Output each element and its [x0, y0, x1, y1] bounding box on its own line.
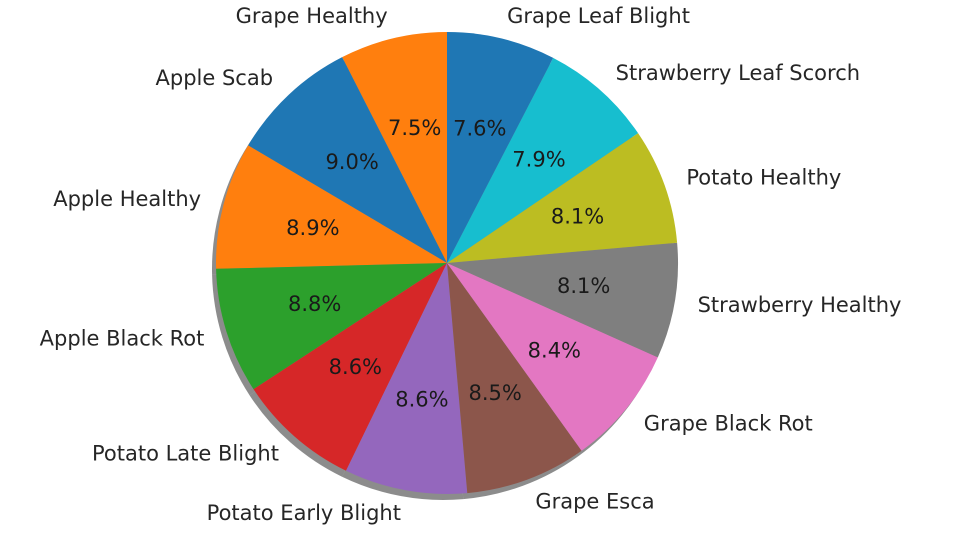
pie-slice-label-apple-healthy: Apple Healthy	[53, 187, 201, 211]
pie-percent-label-grape-esca: 8.5%	[468, 381, 521, 405]
pie-slice-apple-black-rot	[216, 263, 447, 390]
pie-slices	[215, 32, 678, 494]
pie-slice-strawberry-leaf-scorch	[447, 57, 639, 263]
pie-slice-apple-scab	[248, 57, 447, 264]
pie-percent-label-apple-black-rot: 8.8%	[288, 292, 341, 316]
pie-slice-grape-esca	[447, 263, 582, 494]
pie-slice-label-strawberry-leaf-scorch: Strawberry Leaf Scorch	[616, 61, 860, 85]
pie-slice-label-apple-scab: Apple Scab	[156, 66, 274, 90]
pie-slice-label-potato-healthy: Potato Healthy	[686, 166, 841, 190]
pie-slice-potato-healthy	[447, 133, 678, 263]
pie-slice-label-potato-late-blight: Potato Late Blight	[92, 442, 279, 466]
pie-slice-potato-late-blight	[253, 263, 447, 471]
pie-slice-label-grape-esca: Grape Esca	[535, 489, 654, 513]
pie-slice-label-strawberry-healthy: Strawberry Healthy	[698, 293, 902, 317]
pie-percent-label-strawberry-leaf-scorch: 7.9%	[512, 147, 565, 171]
pie-percent-label-potato-healthy: 8.1%	[551, 204, 604, 228]
pie-percent-labels: 7.5% 9.0% 8.9% 8.8% 8.6% 8.6% 8.5% 8.4% 8.1% 8.1%…	[286, 116, 610, 411]
pie-slice-grape-black-rot	[447, 263, 658, 451]
pie-slice-label-potato-early-blight: Potato Early Blight	[207, 501, 401, 525]
pie-slice-potato-early-blight	[346, 263, 468, 494]
pie-slice-label-grape-healthy: Grape Healthy	[236, 4, 388, 28]
pie-slice-grape-leaf-blight	[447, 32, 554, 263]
pie-slice-strawberry-healthy	[447, 242, 678, 358]
pie-slice-label-apple-black-rot: Apple Black Rot	[40, 326, 205, 350]
pie-percent-label-grape-black-rot: 8.4%	[528, 339, 581, 363]
pie-percent-label-grape-leaf-blight: 7.6%	[453, 116, 506, 140]
pie-percent-label-apple-scab: 9.0%	[325, 150, 378, 174]
pie-percent-label-potato-early-blight: 8.6%	[395, 387, 448, 411]
pie-slice-apple-healthy	[215, 145, 447, 269]
pie-slice-grape-healthy	[342, 32, 447, 263]
pie-slice-label-grape-leaf-blight: Grape Leaf Blight	[507, 4, 690, 28]
pie-percent-label-strawberry-healthy: 8.1%	[557, 274, 610, 298]
pie-slice-label-grape-black-rot: Grape Black Rot	[644, 412, 813, 436]
pie-percent-label-grape-healthy: 7.5%	[388, 116, 441, 140]
pie-percent-label-potato-late-blight: 8.6%	[329, 355, 382, 379]
pie-percent-label-apple-healthy: 8.9%	[286, 216, 339, 240]
pie-slice-labels: Grape Healthy Apple Scab Apple Healthy Appl…	[40, 4, 902, 525]
